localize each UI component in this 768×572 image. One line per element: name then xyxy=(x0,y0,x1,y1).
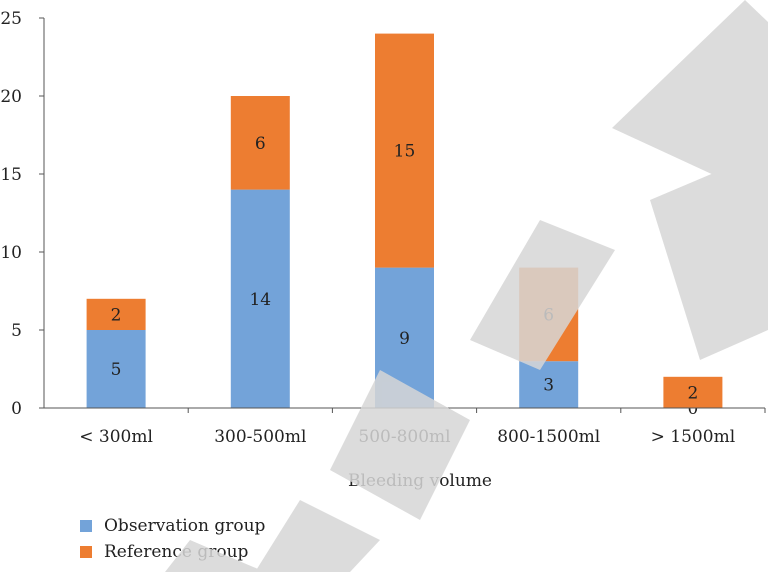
bar-segment-reference xyxy=(86,298,146,330)
x-axis-title: Bleeding volume xyxy=(348,471,492,491)
x-tick-label: < 300ml xyxy=(79,427,153,447)
data-label: 15 xyxy=(394,142,416,162)
y-tick-label: 15 xyxy=(0,165,22,185)
y-tick-label: 25 xyxy=(0,9,22,29)
legend-item-observation: Observation group xyxy=(80,514,265,538)
data-label: 6 xyxy=(255,134,266,154)
bar-segment-reference xyxy=(663,376,723,408)
bar-segment-reference xyxy=(230,96,290,190)
y-tick-label: 20 xyxy=(0,87,22,107)
data-label: 5 xyxy=(111,360,122,380)
legend-label-observation: Observation group xyxy=(104,516,266,536)
data-label: 2 xyxy=(687,383,698,403)
y-axis: 0 5 10 15 20 25 xyxy=(0,9,45,419)
y-tick-label: 0 xyxy=(11,399,22,419)
x-tick-label: 500-800ml xyxy=(358,427,450,447)
x-tick-label: 800-1500ml xyxy=(497,427,600,447)
y-tick-label: 10 xyxy=(0,243,22,263)
bar-segment-reference xyxy=(375,33,434,268)
data-label: 0 xyxy=(687,399,698,419)
legend-swatch-observation xyxy=(80,520,92,532)
data-label: 14 xyxy=(249,290,271,310)
y-tick-label: 5 xyxy=(11,321,22,341)
legend: Observation group Reference group xyxy=(80,514,265,566)
bar-segment-observation xyxy=(86,330,146,408)
bar-segment-observation xyxy=(230,189,290,408)
data-label: 6 xyxy=(543,305,554,325)
x-axis: < 300ml 300-500ml 500-800ml 800-1500ml > 150… xyxy=(39,407,766,447)
data-label: 9 xyxy=(399,329,410,349)
x-tick-label: > 1500ml xyxy=(651,427,735,447)
legend-swatch-reference xyxy=(80,546,92,558)
x-tick-label: 300-500ml xyxy=(214,427,306,447)
data-label: 3 xyxy=(543,376,554,396)
data-label: 2 xyxy=(111,305,122,325)
legend-item-reference: Reference group xyxy=(80,540,265,564)
legend-label-reference: Reference group xyxy=(104,542,249,562)
